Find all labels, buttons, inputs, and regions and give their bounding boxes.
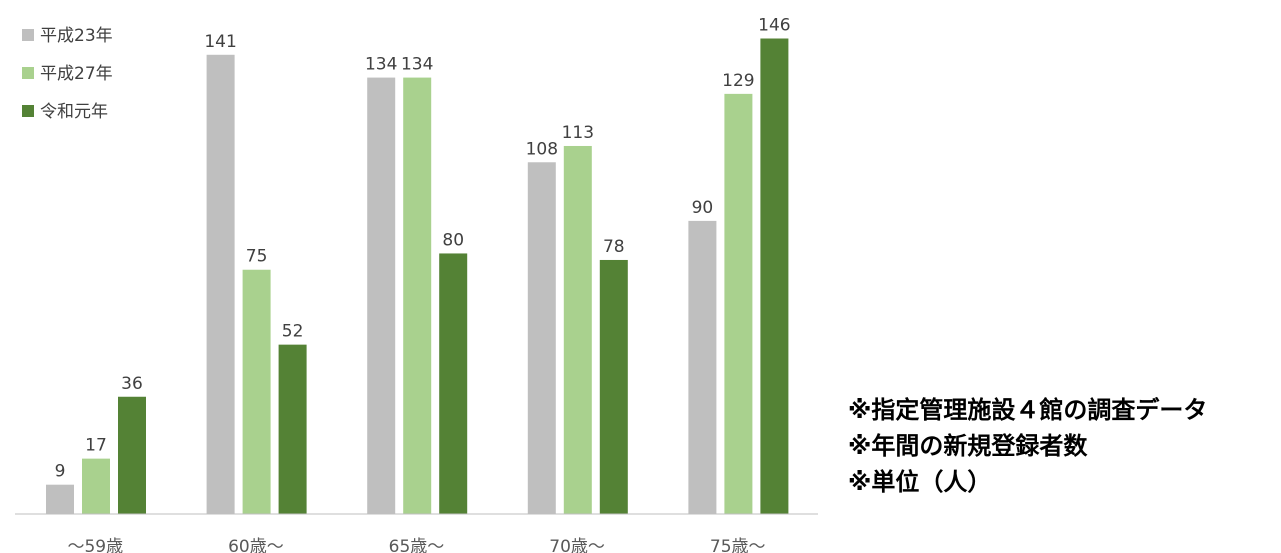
chart-notes: ※指定管理施設４館の調査データ ※年間の新規登録者数 ※単位（人）: [848, 392, 1207, 500]
data-label-2-4: 113: [562, 123, 594, 143]
note-annual-registrations: ※年間の新規登録者数: [848, 432, 1088, 460]
bar-1-2: [206, 54, 235, 515]
data-label-3-3: 80: [442, 230, 464, 250]
x-tick-label-5: 75歳～: [710, 537, 766, 553]
bar-3-2: [278, 344, 307, 514]
data-label-1-2: 141: [204, 32, 236, 52]
data-label-2-2: 75: [246, 247, 268, 267]
legend-label-1: 平成23年: [40, 26, 113, 46]
legend-swatch-3: [22, 105, 34, 117]
data-label-3-5: 146: [758, 16, 790, 36]
bar-3-4: [599, 259, 628, 514]
data-label-1-3: 134: [365, 55, 397, 75]
data-label-1-1: 9: [55, 462, 66, 482]
x-tick-label-4: 70歳～: [549, 537, 605, 553]
x-tick-label-2: 60歳～: [228, 537, 284, 553]
bar-2-3: [403, 77, 432, 515]
data-label-3-4: 78: [603, 237, 625, 257]
bar-2-2: [242, 269, 271, 514]
x-axis-tick-labels: ～59歳 60歳～ 65歳～ 70歳～ 75歳～: [67, 537, 765, 553]
bar-1-3: [367, 77, 396, 515]
bar-1-5: [688, 220, 717, 515]
bar-2-4: [563, 145, 592, 515]
legend-swatch-1: [22, 29, 34, 41]
bar-1-1: [46, 484, 74, 514]
note-survey-source: ※指定管理施設４館の調査データ: [848, 396, 1208, 424]
x-tick-label-3: 65歳～: [389, 537, 445, 553]
legend-swatch-2: [22, 67, 34, 79]
note-unit: ※単位（人）: [848, 468, 992, 496]
chart-bars: [46, 38, 789, 515]
data-label-2-5: 129: [722, 71, 754, 91]
legend-label-3: 令和元年: [40, 102, 108, 122]
bar-2-1: [82, 458, 110, 514]
data-label-1-4: 108: [526, 139, 558, 159]
bar-3-5: [760, 38, 789, 514]
data-label-3-1: 36: [121, 374, 143, 394]
bar-3-1: [118, 396, 146, 514]
data-label-2-3: 134: [401, 55, 433, 75]
data-label-2-1: 17: [85, 436, 107, 456]
x-tick-label-1: ～59歳: [67, 537, 123, 553]
bar-3-3: [439, 253, 468, 514]
bar-1-4: [527, 162, 556, 515]
data-label-1-5: 90: [692, 198, 714, 218]
bar-2-5: [724, 93, 753, 514]
legend-label-2: 平成27年: [40, 64, 113, 84]
data-label-3-2: 52: [282, 322, 304, 342]
